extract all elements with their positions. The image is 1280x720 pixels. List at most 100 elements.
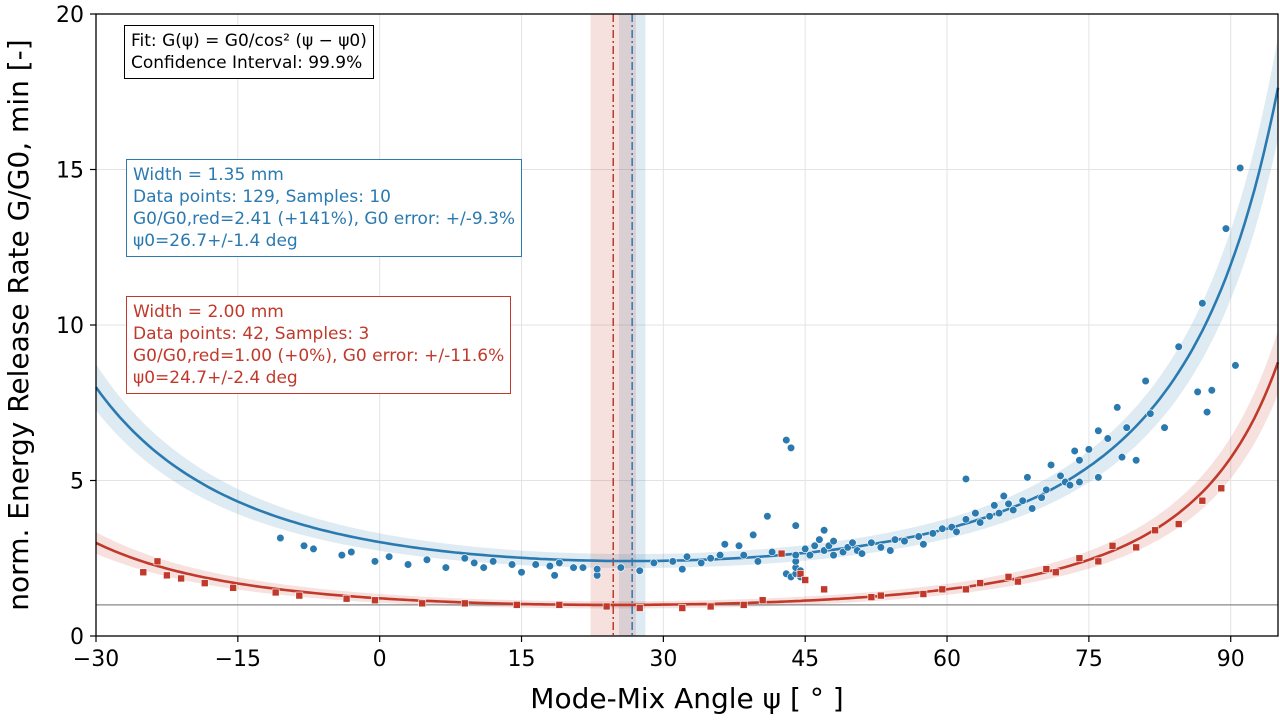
data-point-blue	[1202, 407, 1212, 417]
data-point-red	[342, 594, 351, 603]
data-point-blue	[422, 555, 432, 564]
x-tick-label: 45	[791, 647, 819, 672]
data-point-blue	[715, 551, 725, 560]
data-point-blue	[1075, 477, 1084, 487]
data-point-red	[1198, 496, 1207, 505]
data-point-red	[758, 596, 767, 605]
fit-band-red	[96, 330, 1278, 609]
data-point-blue	[1207, 386, 1216, 395]
fit-formula-line: Fit: G(ψ) = G0/cos² (ψ − ψ0)	[131, 30, 367, 52]
data-point-blue	[886, 546, 895, 555]
data-point-blue	[1056, 471, 1065, 480]
data-point-blue	[337, 551, 346, 560]
data-point-blue	[555, 558, 564, 568]
data-point-blue	[1132, 456, 1141, 465]
data-point-blue	[1037, 493, 1046, 502]
data-point-blue	[791, 521, 800, 530]
data-point-blue	[1065, 481, 1075, 490]
data-point-red	[962, 585, 970, 594]
data-point-blue	[810, 541, 819, 550]
data-point-blue	[479, 563, 488, 572]
fit-formula: G(ψ) = G0/cos² (ψ − ψ0)	[162, 31, 367, 51]
data-point-blue	[890, 535, 900, 544]
data-point-red	[678, 604, 687, 612]
data-point-red	[295, 591, 304, 600]
data-point-blue	[1046, 460, 1056, 470]
data-point-blue	[1075, 456, 1084, 465]
data-point-blue	[739, 551, 748, 560]
data-point-red	[1051, 568, 1060, 577]
data-point-red	[555, 601, 564, 609]
data-point-blue	[791, 551, 800, 560]
data-point-red	[602, 602, 611, 611]
data-point-blue	[900, 537, 909, 546]
x-tick-label: 90	[1217, 647, 1245, 672]
data-point-red	[200, 579, 209, 587]
data-point-blue	[1221, 224, 1231, 233]
data-point-blue	[507, 560, 517, 569]
data-point-blue	[550, 571, 559, 580]
data-point-blue	[460, 554, 469, 563]
data-point-blue	[990, 501, 999, 510]
data-point-red	[706, 602, 715, 611]
data-point-blue	[441, 563, 450, 572]
legend-red-datapoints: Data points: 42, Samples: 3	[133, 324, 370, 344]
data-point-red	[139, 568, 148, 577]
data-point-red	[1108, 542, 1117, 550]
data-point-blue	[706, 554, 715, 563]
data-point-red	[796, 569, 805, 578]
data-point-blue	[952, 527, 961, 536]
y-tick-label: 5	[70, 470, 84, 495]
data-point-blue	[1113, 403, 1122, 412]
data-point-blue	[1146, 409, 1155, 418]
x-tick-label: −30	[73, 647, 119, 672]
data-point-blue	[961, 515, 971, 524]
data-point-blue	[749, 530, 758, 540]
x-tick-label: −15	[215, 647, 261, 672]
data-point-blue	[1042, 485, 1051, 494]
data-point-blue	[1174, 342, 1183, 351]
data-point-blue	[848, 538, 857, 547]
data-point-red	[229, 583, 237, 592]
legend-red-psi0: ψ0=24.7+/-2.4 deg	[133, 368, 298, 388]
data-point-blue	[635, 566, 644, 575]
data-point-red	[867, 593, 876, 601]
data-point-blue	[1117, 453, 1127, 462]
data-point-blue	[569, 563, 578, 572]
data-point-red	[1151, 526, 1159, 535]
data-point-blue	[999, 491, 1008, 501]
data-point-blue	[961, 474, 971, 484]
data-point-red	[460, 599, 469, 608]
data-point-red	[1217, 484, 1226, 493]
data-point-blue	[517, 568, 526, 577]
data-point-blue	[976, 518, 985, 527]
data-point-blue	[649, 558, 659, 568]
data-point-blue	[1084, 445, 1093, 454]
data-point-blue	[786, 443, 796, 452]
data-point-red	[877, 591, 885, 600]
data-point-red	[177, 574, 185, 583]
fit-curve-red	[95, 361, 1280, 607]
data-point-red	[1004, 573, 1013, 581]
data-point-blue	[1141, 376, 1150, 386]
data-point-blue	[938, 524, 947, 533]
data-point-red	[271, 588, 280, 597]
data-point-blue	[347, 547, 356, 557]
data-point-blue	[1094, 473, 1103, 482]
data-point-blue	[782, 435, 791, 445]
data-point-red	[739, 601, 748, 609]
y-tick-label: 15	[56, 159, 84, 184]
data-point-red	[976, 579, 984, 587]
y-tick-label: 0	[70, 625, 84, 650]
data-point-blue	[578, 563, 588, 572]
data-point-blue	[829, 551, 838, 560]
data-point-red	[777, 549, 786, 558]
data-point-blue	[994, 509, 1004, 518]
confidence-interval: Confidence Interval: 99.9%	[131, 53, 363, 73]
fit-label: Fit:	[131, 31, 157, 51]
y-axis-label: norm. Energy Release Rate G/G0, min [-]	[2, 39, 35, 610]
data-point-blue	[678, 565, 687, 574]
data-point-blue	[385, 552, 394, 561]
data-point-red	[1042, 565, 1051, 573]
